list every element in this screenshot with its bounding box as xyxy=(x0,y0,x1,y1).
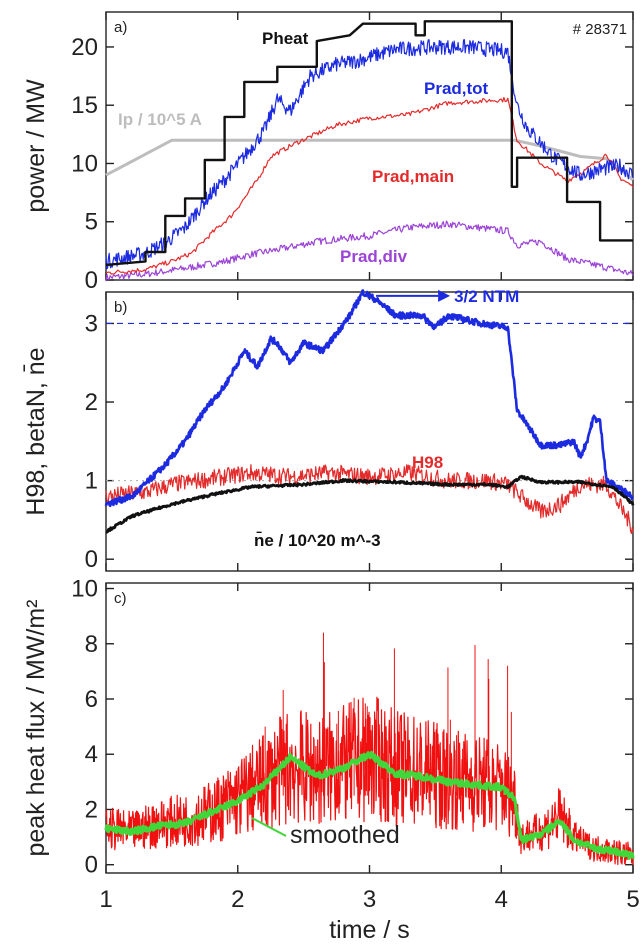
panel-1-series-2 xyxy=(106,97,634,275)
panel-2-ytick-label: 0 xyxy=(85,546,98,573)
panel-3-ylabel: peak heat flux / MW/m² xyxy=(22,599,50,856)
xtick-label: 3 xyxy=(363,886,376,913)
x-axis-label: time / s xyxy=(329,916,410,944)
panel-3-ytick-label: 8 xyxy=(85,631,98,658)
panel-1-label-1: Prad,tot xyxy=(424,79,489,98)
panel-2-series-1 xyxy=(105,464,634,534)
xtick-label: 5 xyxy=(626,886,639,913)
panel-1-shot-number: # 28371 xyxy=(573,21,627,38)
xtick-label: 4 xyxy=(495,886,508,913)
panel-3-smoothed-arrow xyxy=(251,817,287,837)
panel-1-ylabel: power / MW xyxy=(22,79,50,213)
panel-3-ytick-label: 4 xyxy=(85,741,98,768)
panel-2-tag: b) xyxy=(114,299,127,316)
panel-2-label-h98: H98 xyxy=(412,453,443,472)
panel-1-series-3 xyxy=(105,220,634,282)
panel-3-smoothed-label: smoothed xyxy=(290,821,400,849)
panel-2-label-density: n̄e / 10^20 m^-3 xyxy=(254,531,381,550)
panel-3-ytick-label: 10 xyxy=(71,576,98,603)
panel-1-tag: a) xyxy=(114,19,127,36)
panel-2-frame xyxy=(105,291,634,572)
panel-2-ytick-label: 1 xyxy=(85,468,98,495)
panel-1-ytick-label: 15 xyxy=(71,92,98,119)
panel-3-tag: c) xyxy=(114,590,127,607)
xtick-label: 1 xyxy=(99,886,112,913)
panel-3-ytick-label: 2 xyxy=(85,796,98,823)
panel-2-ytick-label: 3 xyxy=(85,310,98,337)
panel-3-ytick-label: 0 xyxy=(85,852,98,879)
panel-1-label-3: Prad,div xyxy=(340,247,408,266)
panel-1-series-1 xyxy=(105,39,634,270)
panel-1-ytick-label: 5 xyxy=(85,209,98,236)
panel-2-ntm-label: 3/2 NTM xyxy=(454,287,519,306)
panel-1-ytick-label: 10 xyxy=(71,150,98,177)
panel-1-label-4: Ip / 10^5 A xyxy=(118,110,202,129)
xtick-label: 2 xyxy=(231,886,244,913)
panel-2-series-2 xyxy=(105,474,635,534)
panel-2-ytick-label: 2 xyxy=(85,389,98,416)
panel-1-ytick-label: 20 xyxy=(71,34,98,61)
panel-2-series-0 xyxy=(104,289,635,508)
panel-1-series-0 xyxy=(105,20,633,267)
panel-1-ytick-label: 0 xyxy=(85,267,98,294)
panel-2-ylabel: H98, betaN, n̄e xyxy=(22,347,50,515)
panel-3-series-1 xyxy=(104,750,635,860)
panel-2-ntm-arrow-head xyxy=(438,289,451,302)
panel-1-series-4 xyxy=(105,138,634,181)
panel-1-label-2: Prad,main xyxy=(372,167,454,186)
panel-3-ytick-label: 6 xyxy=(85,686,98,713)
panel-1-label-0: Pheat xyxy=(262,29,309,48)
